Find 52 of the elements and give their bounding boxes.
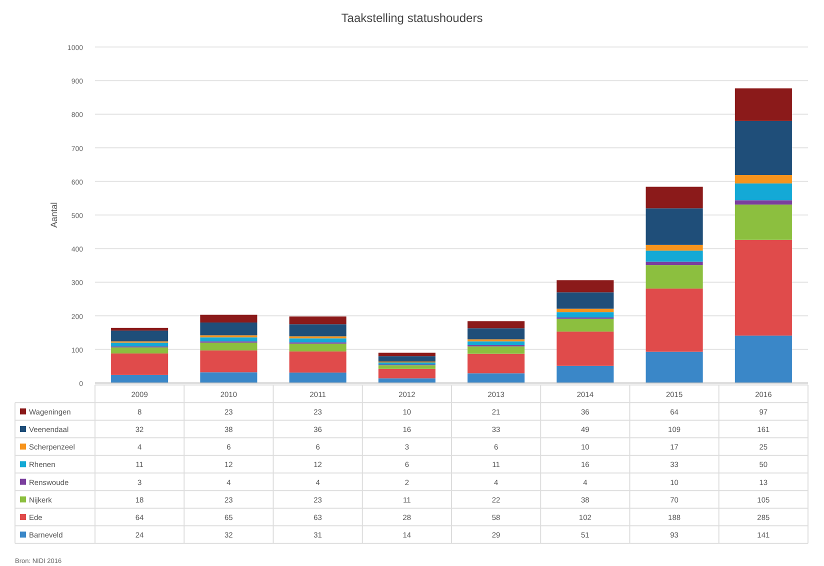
bar (646, 244, 703, 251)
bar (289, 324, 346, 336)
bar (646, 288, 703, 352)
bar (734, 200, 792, 205)
bar (468, 373, 525, 383)
bar (646, 186, 703, 208)
bar (289, 316, 346, 324)
bar (468, 328, 525, 340)
bar (111, 342, 168, 346)
bar (646, 265, 703, 289)
bar (289, 372, 346, 383)
bar (200, 350, 258, 372)
bar (289, 338, 346, 342)
bar (556, 280, 614, 292)
bar (646, 208, 703, 245)
bar (556, 318, 614, 332)
chart-title: Taakstelling statushouders (341, 11, 483, 25)
bar (378, 368, 436, 378)
bar (200, 337, 258, 342)
bar (556, 292, 614, 309)
bar (111, 330, 168, 342)
bar (111, 347, 168, 354)
bar (468, 321, 525, 328)
bar (734, 240, 792, 336)
bar (111, 328, 168, 331)
bar (468, 341, 525, 346)
bar (200, 342, 258, 350)
bar (556, 312, 614, 318)
bar (200, 372, 258, 383)
bar (111, 353, 168, 375)
bar (734, 88, 792, 121)
bar (200, 322, 258, 336)
bar (646, 262, 703, 266)
y-axis-title: Aantal (49, 202, 59, 228)
bar (378, 365, 436, 369)
bar (556, 308, 614, 312)
bar (468, 354, 525, 374)
bar (734, 120, 792, 176)
bar (734, 175, 792, 184)
bar (734, 336, 792, 383)
bar (378, 356, 436, 362)
bar (289, 344, 346, 352)
bar (646, 352, 703, 383)
bar (556, 366, 614, 383)
bar (111, 374, 168, 383)
bar (646, 250, 703, 262)
bar (734, 183, 792, 200)
bar (734, 204, 792, 240)
bar (200, 314, 258, 323)
bar (556, 332, 614, 366)
bar (468, 346, 525, 354)
bar (289, 351, 346, 373)
